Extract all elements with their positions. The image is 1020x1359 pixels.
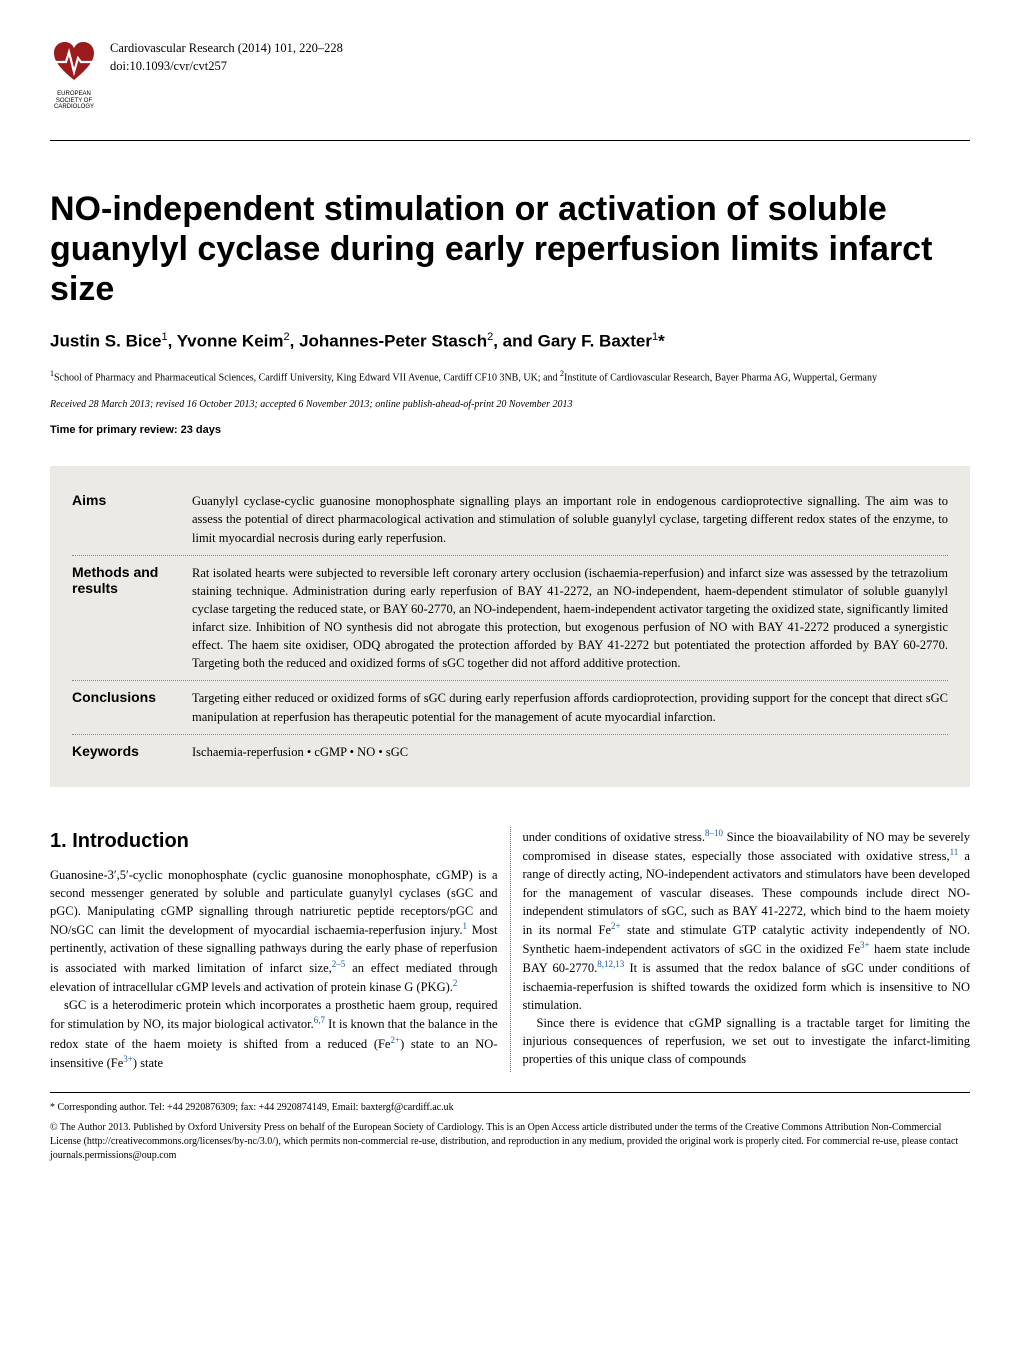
doi: doi:10.1093/cvr/cvt257: [110, 58, 343, 76]
column-separator: [510, 827, 511, 1072]
abstract-row: Methods and resultsRat isolated hearts w…: [72, 556, 948, 682]
abstract-label: Conclusions: [72, 689, 192, 725]
abstract-row: KeywordsIschaemia-reperfusion • cGMP • N…: [72, 735, 948, 769]
license-text: © The Author 2013. Published by Oxford U…: [50, 1121, 970, 1163]
society-logo: EUROPEAN SOCIETY OF CARDIOLOGY: [50, 40, 98, 112]
author-list: Justin S. Bice1, Yvonne Keim2, Johannes-…: [50, 331, 970, 352]
left-column-body: Guanosine-3′,5′-cyclic monophosphate (cy…: [50, 866, 498, 1072]
abstract-text: Targeting either reduced or oxidized for…: [192, 689, 948, 725]
article-title: NO-independent stimulation or activation…: [50, 189, 970, 309]
body-paragraph: Since there is evidence that cGMP signal…: [523, 1014, 971, 1068]
heart-icon: [52, 40, 96, 89]
right-column: under conditions of oxidative stress.8–1…: [523, 827, 971, 1072]
abstract-row: ConclusionsTargeting either reduced or o…: [72, 681, 948, 734]
page-footer: * Corresponding author. Tel: +44 2920876…: [50, 1092, 970, 1163]
left-column: 1. Introduction Guanosine-3′,5′-cyclic m…: [50, 827, 498, 1072]
header-rule: [50, 140, 970, 141]
abstract-label: Aims: [72, 492, 192, 546]
abstract-box: AimsGuanylyl cyclase-cyclic guanosine mo…: [50, 466, 970, 787]
page-header: EUROPEAN SOCIETY OF CARDIOLOGY Cardiovas…: [50, 40, 970, 112]
abstract-text: Guanylyl cyclase-cyclic guanosine monoph…: [192, 492, 948, 546]
abstract-text: Rat isolated hearts were subjected to re…: [192, 564, 948, 673]
review-time: Time for primary review: 23 days: [50, 424, 970, 436]
body-columns: 1. Introduction Guanosine-3′,5′-cyclic m…: [50, 827, 970, 1072]
right-column-body: under conditions of oxidative stress.8–1…: [523, 827, 971, 1068]
affiliations: 1School of Pharmacy and Pharmaceutical S…: [50, 368, 970, 385]
abstract-label: Keywords: [72, 743, 192, 761]
abstract-label: Methods and results: [72, 564, 192, 673]
logo-text: EUROPEAN SOCIETY OF CARDIOLOGY: [50, 91, 98, 111]
body-paragraph: sGC is a heterodimeric protein which inc…: [50, 996, 498, 1072]
body-paragraph: Guanosine-3′,5′-cyclic monophosphate (cy…: [50, 866, 498, 996]
dates-line: Received 28 March 2013; revised 16 Octob…: [50, 399, 970, 410]
citation-block: Cardiovascular Research (2014) 101, 220–…: [110, 40, 343, 75]
corresponding-author: * Corresponding author. Tel: +44 2920876…: [50, 1101, 970, 1115]
journal-citation: Cardiovascular Research (2014) 101, 220–…: [110, 40, 343, 58]
abstract-text: Ischaemia-reperfusion • cGMP • NO • sGC: [192, 743, 948, 761]
section-heading: 1. Introduction: [50, 827, 498, 856]
body-paragraph: under conditions of oxidative stress.8–1…: [523, 827, 971, 1014]
abstract-row: AimsGuanylyl cyclase-cyclic guanosine mo…: [72, 484, 948, 555]
